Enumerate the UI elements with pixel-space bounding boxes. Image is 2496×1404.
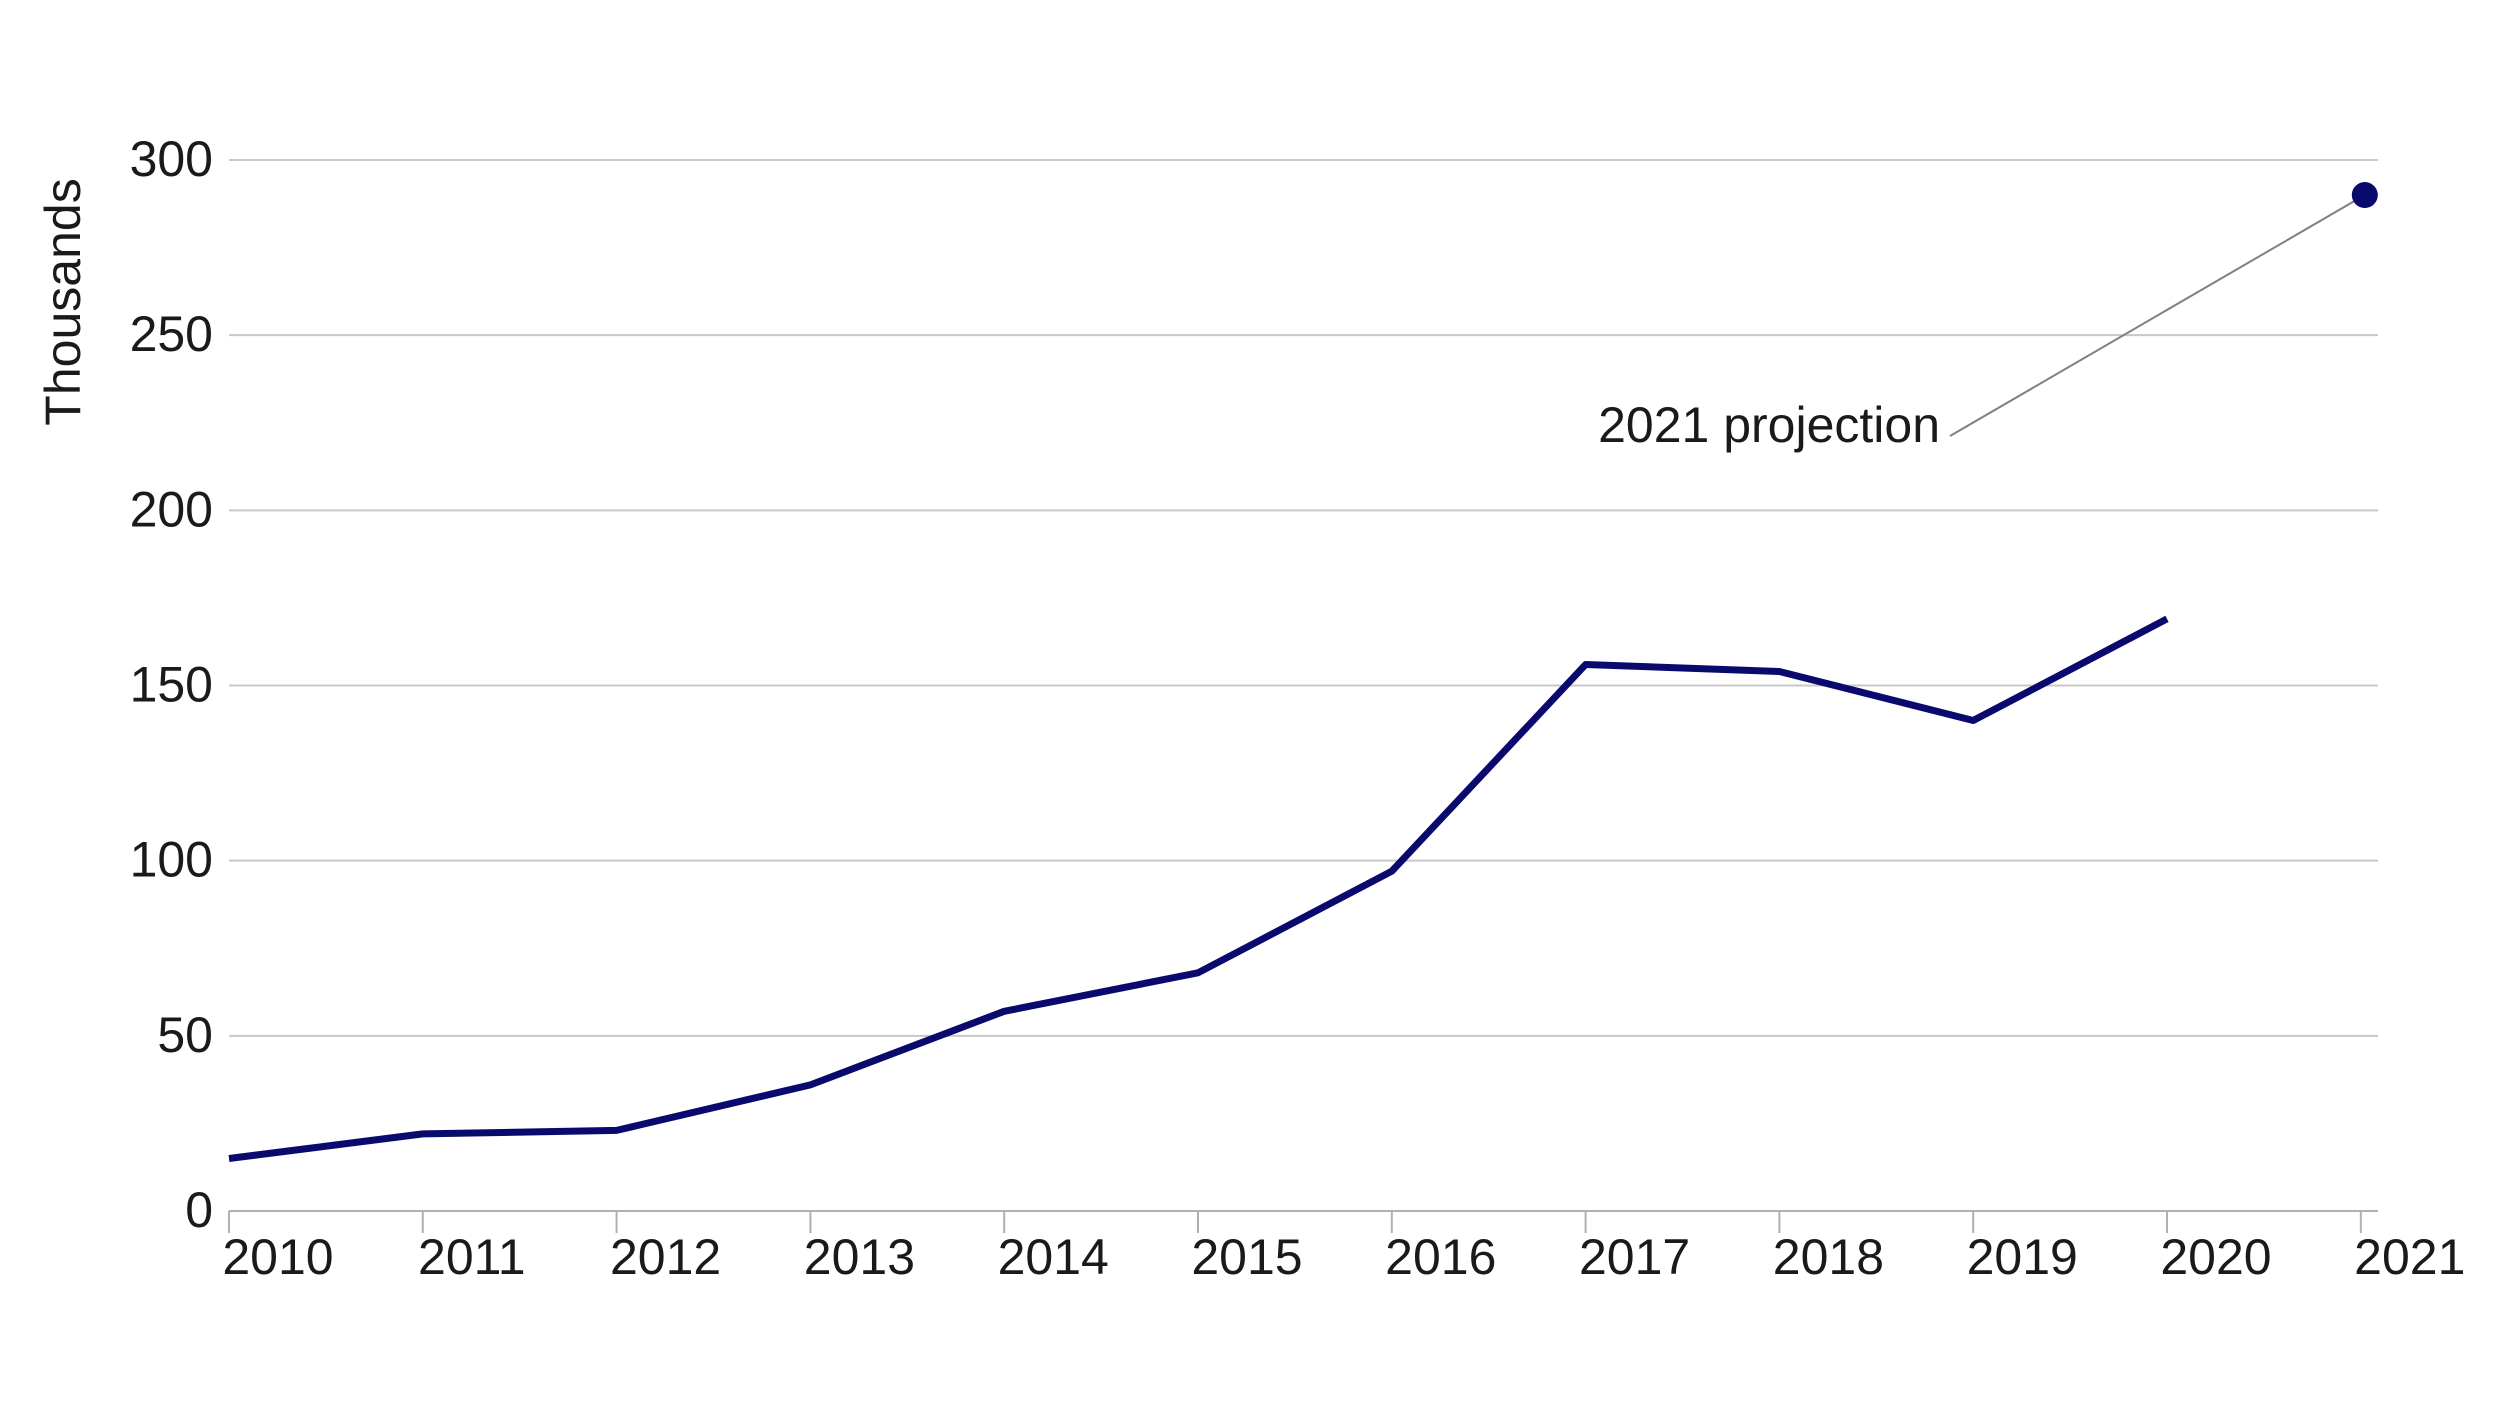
projection-point: [2351, 182, 2378, 209]
x-tick-label: 2015: [1191, 1229, 1302, 1285]
x-tick-label: 2012: [610, 1229, 721, 1285]
x-tick-label: 2018: [1773, 1229, 1884, 1285]
x-tick-label: 2011: [418, 1229, 526, 1285]
x-tick-label: 2014: [998, 1229, 1109, 1285]
x-axis: 2010 2011 2012 2013 2014 2015 2016 2017 2018 2019…: [222, 1210, 2465, 1285]
x-tick-label: 2013: [804, 1229, 915, 1285]
x-tick-label: 2020: [2160, 1229, 2271, 1285]
x-tick-label: 2010: [222, 1229, 333, 1285]
y-tick-label: 250: [130, 306, 213, 362]
x-tick-label: 2019: [1967, 1229, 2078, 1285]
projection-leader-line: [1949, 194, 2366, 437]
y-axis-ticks: 0 50 100 150 200 250 300: [130, 131, 213, 1238]
y-tick-label: 150: [130, 657, 213, 713]
x-tick-label: 2017: [1579, 1229, 1690, 1285]
y-tick-label: 0: [185, 1182, 213, 1238]
gridlines: [229, 159, 2378, 1037]
projection-annotation: 2021 projection: [1598, 182, 2378, 453]
series-group: [228, 615, 2169, 1162]
series-line: [228, 615, 2169, 1162]
y-tick-label: 200: [130, 481, 213, 537]
x-tick-label: 2021: [2354, 1229, 2465, 1285]
y-tick-label: 50: [157, 1007, 213, 1063]
projection-label: 2021 projection: [1598, 397, 1940, 453]
y-tick-label: 300: [130, 131, 213, 187]
y-tick-label: 100: [130, 832, 213, 888]
x-tick-label: 2016: [1385, 1229, 1496, 1285]
y-axis-title: Thousands: [35, 178, 91, 425]
